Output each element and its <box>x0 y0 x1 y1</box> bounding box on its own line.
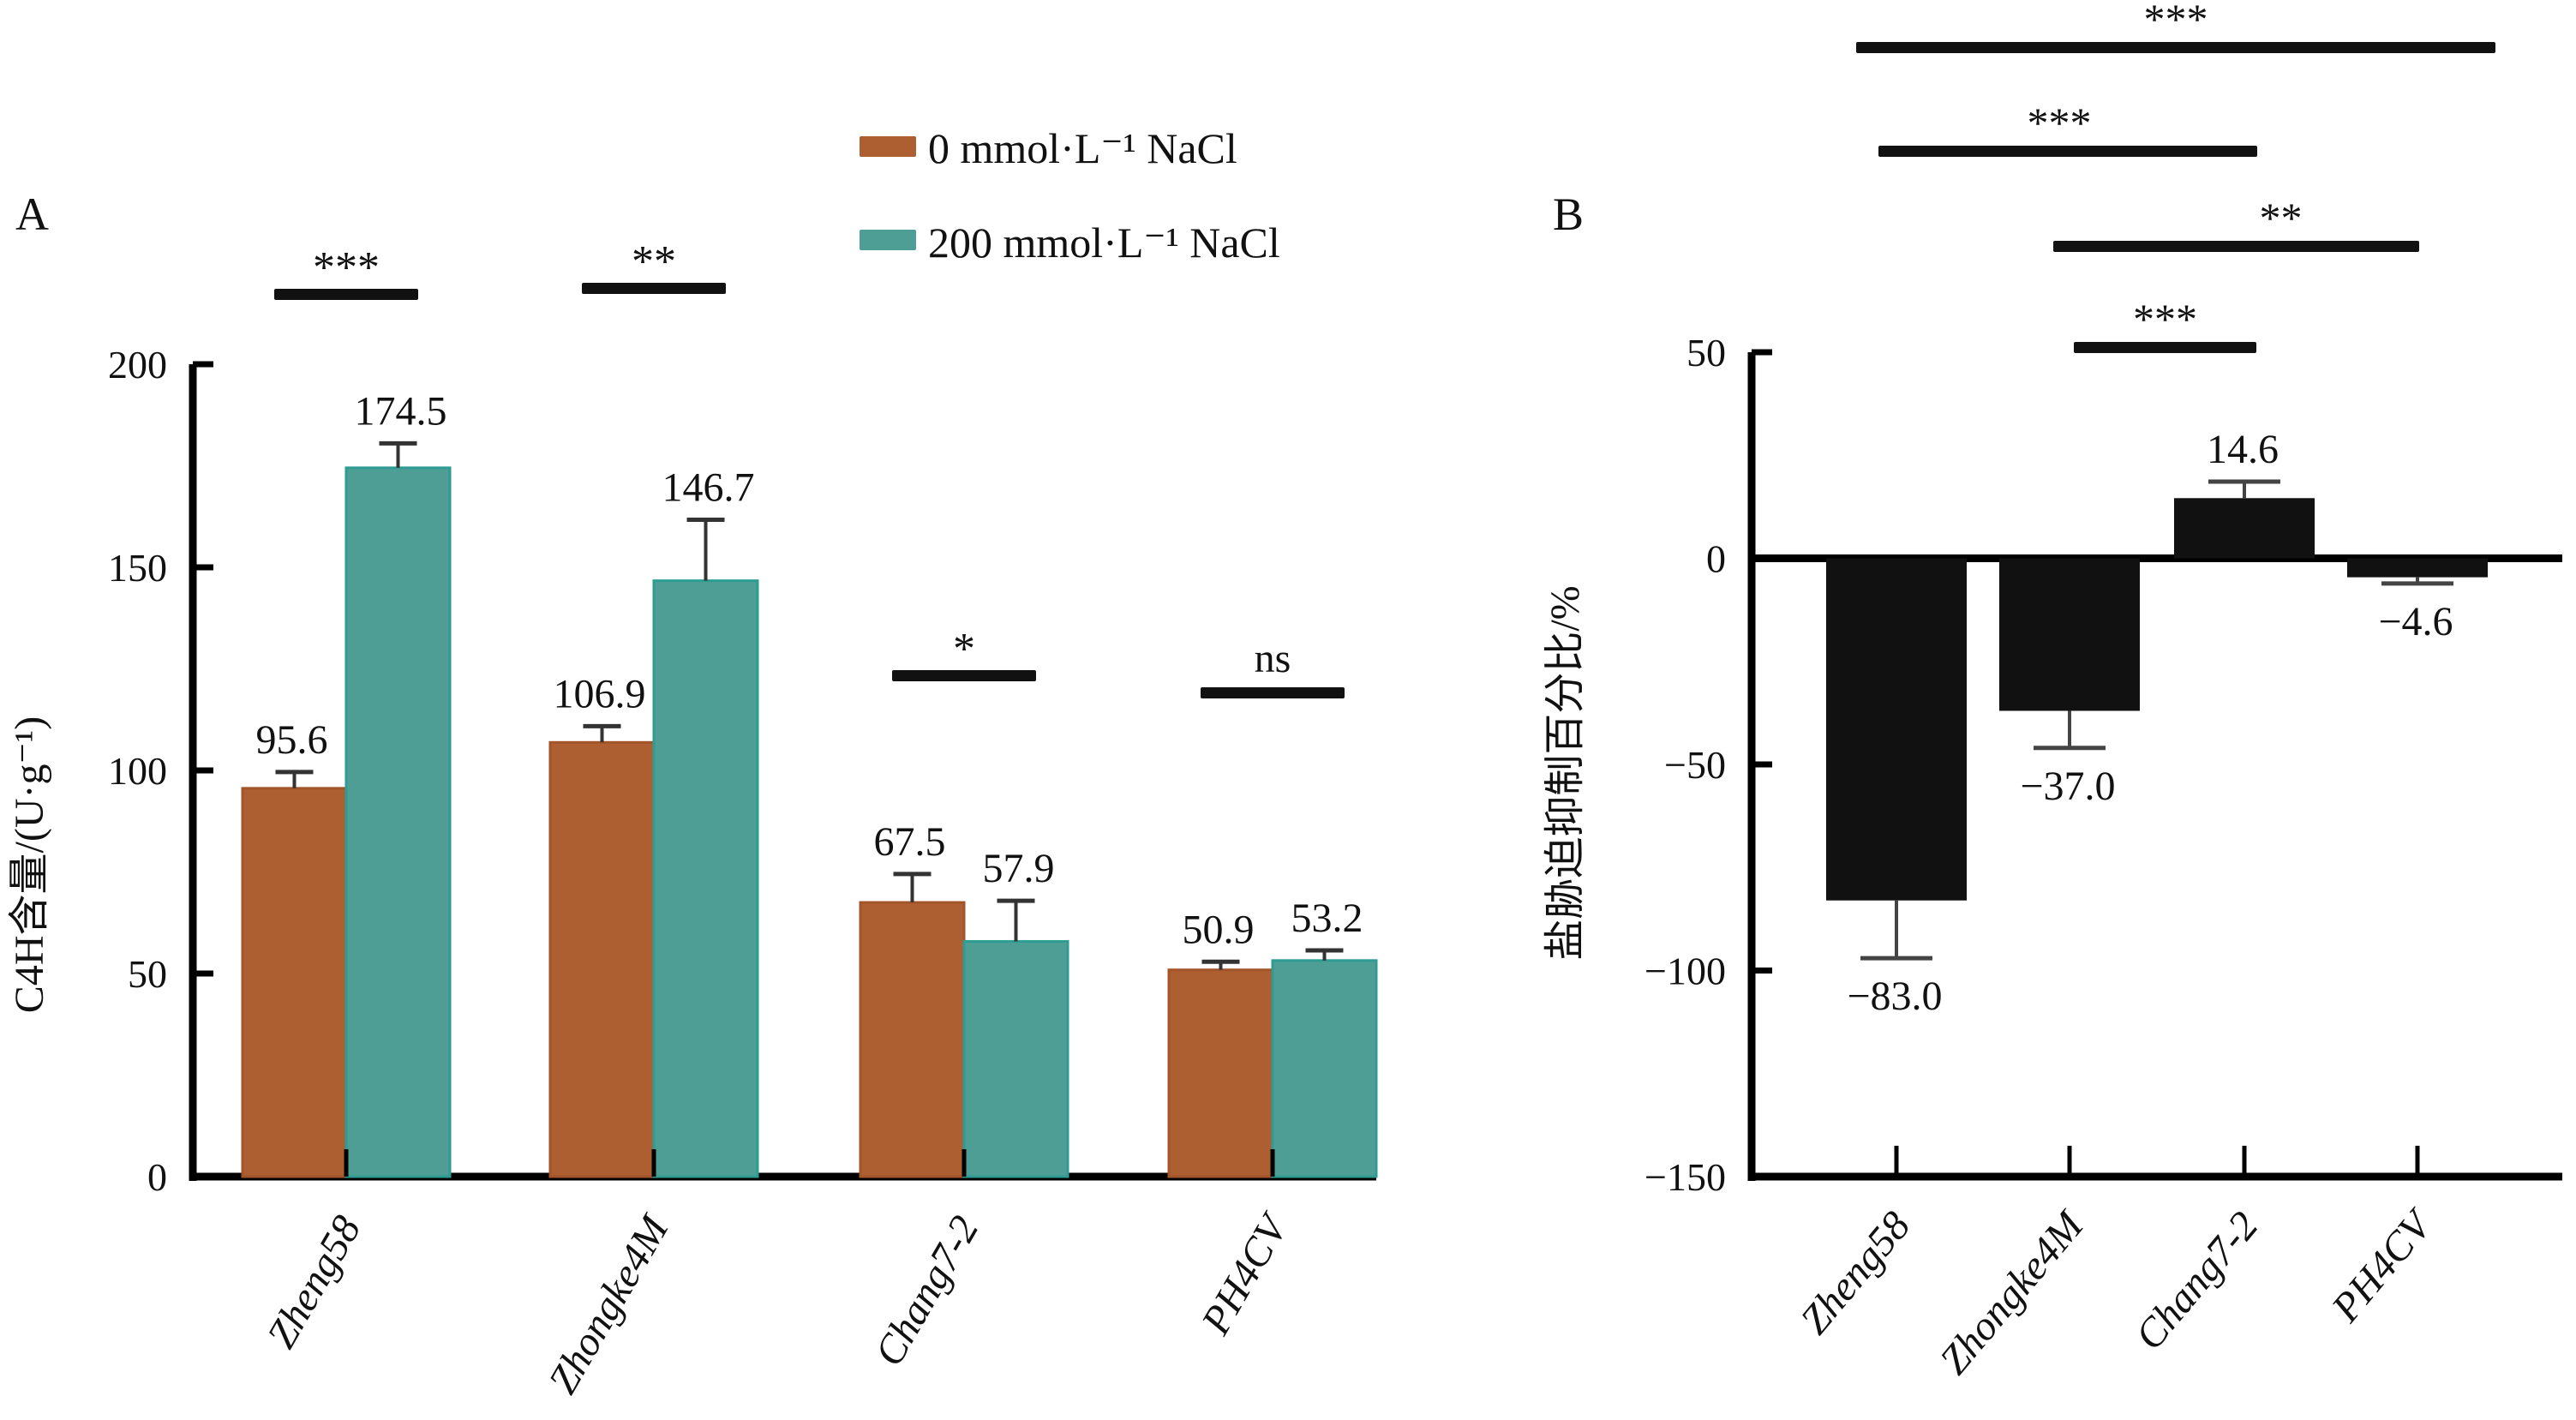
y-tick-label-b: −100 <box>1644 950 1726 993</box>
significance-bar-a <box>1201 687 1345 698</box>
y-tick-label-a: 50 <box>128 952 167 996</box>
significance-bar-b <box>2074 342 2256 353</box>
legend-label-0: 0 mmol·L⁻¹ NaCl <box>928 124 1237 172</box>
legend-label-1: 200 mmol·L⁻¹ NaCl <box>928 219 1280 267</box>
bar-a <box>652 579 759 1178</box>
bar-b <box>1826 558 1967 901</box>
significance-label-b: *** <box>2133 295 2197 343</box>
panel-b: 50 0 −50 −100 −150 盐胁迫抑制百分比/% −83.0 Zheng58 −37.… <box>1543 0 2562 1383</box>
significance-bar-b <box>1856 42 2495 53</box>
data-label-a: 106.9 <box>554 671 646 716</box>
legend: 0 mmol·L⁻¹ NaCl 200 mmol·L⁻¹ NaCl <box>860 124 1280 267</box>
data-label-b: 14.6 <box>2207 427 2279 472</box>
significance-label-b: *** <box>2028 99 2092 147</box>
data-label-b: −37.0 <box>2020 764 2115 809</box>
significance-bar-b <box>1878 146 2257 157</box>
data-label-a: 57.9 <box>983 846 1055 891</box>
significance-label-a: ns <box>1255 636 1291 681</box>
significance-label-b: *** <box>2144 0 2208 43</box>
significance-bar-a <box>892 670 1036 681</box>
data-label-a: 50.9 <box>1183 907 1255 952</box>
bar-a <box>1271 959 1378 1178</box>
bar-a <box>962 940 1069 1178</box>
legend-swatch-1 <box>860 230 916 250</box>
x-tick-label-b: Zheng58 <box>1792 1203 1920 1343</box>
x-tick-label-a: Chang7-2 <box>866 1208 988 1374</box>
panel-label-b: B <box>1553 189 1584 240</box>
data-label-b: −83.0 <box>1847 974 1942 1019</box>
x-tick-label-b: Chang7-2 <box>2126 1203 2267 1358</box>
bar-a <box>241 787 348 1178</box>
legend-swatch-0 <box>860 136 916 157</box>
data-label-a: 146.7 <box>662 465 755 511</box>
y-tick-label-a: 100 <box>108 749 167 793</box>
significance-bar-a <box>274 289 418 300</box>
data-label-b: −4.6 <box>2378 599 2453 644</box>
y-tick-label-a: 150 <box>108 546 167 590</box>
bar-a <box>548 740 656 1178</box>
bar-a <box>344 466 452 1178</box>
bar-b <box>2174 498 2315 559</box>
significance-label-a: ** <box>632 237 676 286</box>
bar-a <box>1167 968 1274 1178</box>
data-label-a: 95.6 <box>256 717 328 763</box>
data-label-a: 53.2 <box>1291 896 1363 941</box>
significance-label-b: ** <box>2260 194 2303 242</box>
significance-label-a: * <box>953 625 975 674</box>
y-tick-label-a: 200 <box>108 343 167 386</box>
bar-b <box>1999 558 2140 711</box>
bar-b <box>2347 558 2488 578</box>
y-tick-label-b: −50 <box>1664 743 1726 787</box>
y-tick-label-b: −150 <box>1644 1155 1726 1199</box>
data-label-a: 174.5 <box>355 388 447 434</box>
y-tick-label-a: 0 <box>147 1155 167 1199</box>
x-tick-label-a: PH4CV <box>1192 1205 1297 1343</box>
y-tick-label-b: 0 <box>1706 537 1726 581</box>
x-tick-label-b: PH4CV <box>2322 1200 2442 1331</box>
x-tick-label-b: Zhongke4M <box>1931 1201 2094 1383</box>
y-axis-label-a: C4H含量/(U·g⁻¹) <box>7 716 52 1013</box>
significance-bar-b <box>2053 241 2419 252</box>
x-tick-label-a: Zheng58 <box>259 1208 370 1356</box>
significance-bar-a <box>582 283 726 294</box>
panel-a: 0 50 100 150 200 C4H含量/(U·g⁻¹) 95.6 174.5 Zheng5… <box>7 237 1378 1401</box>
y-tick-label-b: 50 <box>1686 331 1726 374</box>
x-tick-label-a: Zhongke4M <box>540 1206 679 1401</box>
data-label-a: 67.5 <box>874 819 946 865</box>
bar-a <box>859 901 966 1178</box>
significance-label-a: *** <box>313 243 380 292</box>
y-axis-label-b: 盐胁迫抑制百分比/% <box>1543 585 1588 960</box>
panel-label-a: A <box>15 189 49 240</box>
